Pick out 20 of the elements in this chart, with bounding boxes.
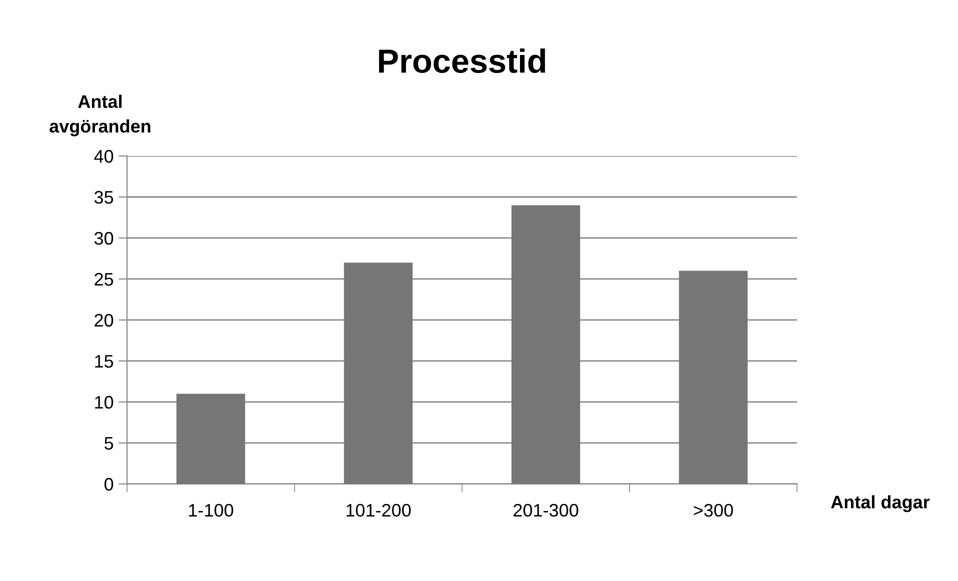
- y-tick-label: 30: [94, 232, 114, 245]
- y-tick-label: 20: [94, 314, 114, 327]
- chart-title: Processtid: [379, 48, 546, 73]
- x-axis-title: Antal dagar: [831, 495, 930, 512]
- y-tick-label: 5: [104, 437, 114, 450]
- bar: [344, 262, 413, 484]
- bar: [678, 270, 748, 484]
- y-tick-label: 25: [94, 272, 114, 286]
- y-tick-label: 40: [94, 150, 114, 163]
- x-tick-label: 1-100: [189, 504, 234, 517]
- y-tick-label: 15: [95, 355, 114, 368]
- bar: [176, 394, 246, 484]
- y-tick-label: 10: [95, 396, 114, 409]
- bar: [511, 205, 580, 484]
- x-tick-label: 201-300: [514, 504, 578, 517]
- x-tick-label: 101-200: [346, 504, 411, 517]
- x-tick-label: >300: [694, 504, 733, 517]
- y-tick-label: 0: [104, 478, 114, 491]
- y-axis-title: Antal avgöranden: [50, 94, 150, 136]
- y-tick-label: 35: [94, 190, 114, 204]
